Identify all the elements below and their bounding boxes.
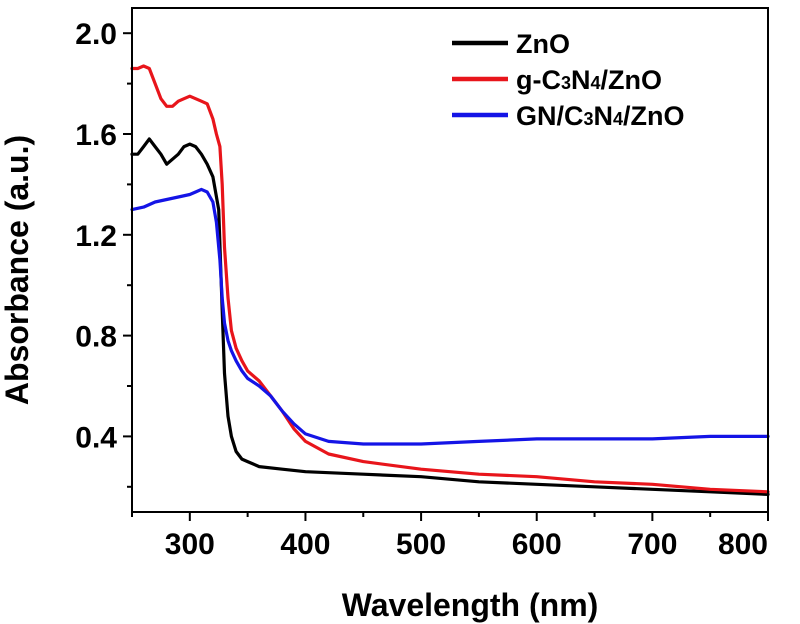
x-axis-title: Wavelength (nm) [342, 587, 599, 623]
y-tick-label: 1.2 [75, 220, 117, 253]
legend-label-2: GN/C3N4/ZnO [516, 101, 685, 131]
y-tick-label: 0.4 [75, 421, 117, 454]
y-axis-title: Absorbance (a.u.) [0, 135, 35, 405]
series-line-1 [130, 64, 770, 494]
y-tick-label: 1.6 [75, 119, 117, 152]
x-axis: 300 400 500 600 700 800 [131, 512, 769, 561]
legend: ZnO g-C3N4/ZnO GN/C3N4/ZnO [452, 29, 685, 131]
legend-label-0: ZnO [516, 29, 570, 59]
y-tick-label: 2.0 [75, 18, 117, 51]
x-tick-label: 800 [718, 528, 768, 561]
y-tick-label: 0.8 [75, 321, 117, 354]
x-tick-label: 500 [396, 528, 446, 561]
legend-label-1: g-C3N4/ZnO [516, 65, 662, 95]
series-line-0 [130, 137, 770, 496]
x-tick-label: 600 [512, 528, 562, 561]
x-tick-label: 700 [627, 528, 677, 561]
x-tick-label: 400 [280, 528, 330, 561]
y-axis: 0.4 0.8 1.2 1.6 2.0 [75, 18, 132, 488]
x-tick-label: 300 [165, 528, 215, 561]
plot-frame [131, 7, 769, 513]
series-line-2 [130, 187, 770, 446]
plot-lines [130, 64, 770, 496]
